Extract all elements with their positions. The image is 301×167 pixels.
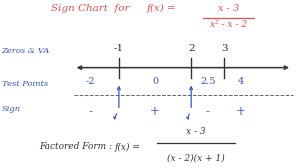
Text: Test Points: Test Points [2, 79, 48, 88]
Text: -1: -1 [114, 44, 124, 53]
Text: 2.5: 2.5 [200, 77, 216, 86]
Text: 0: 0 [152, 77, 158, 86]
Text: x - 3: x - 3 [218, 4, 239, 13]
Text: -: - [206, 105, 210, 118]
Text: Factored Form :: Factored Form : [39, 142, 112, 151]
Text: f(x) =: f(x) = [146, 4, 176, 13]
Text: 3: 3 [221, 44, 228, 53]
Text: 2: 2 [188, 44, 194, 53]
Text: x² - x - 2: x² - x - 2 [210, 20, 247, 29]
Text: f(x) =: f(x) = [114, 142, 140, 151]
Text: (x - 2)(x + 1): (x - 2)(x + 1) [167, 153, 225, 162]
Text: +: + [150, 105, 160, 118]
Text: +: + [236, 105, 246, 118]
Text: 4: 4 [238, 77, 244, 86]
Text: -2: -2 [85, 77, 95, 86]
Text: Sign: Sign [2, 105, 21, 113]
Text: -: - [88, 105, 92, 118]
Text: Zeros & VA: Zeros & VA [2, 47, 50, 55]
Text: x - 3: x - 3 [186, 127, 206, 136]
Text: Sign Chart  for: Sign Chart for [51, 4, 129, 13]
